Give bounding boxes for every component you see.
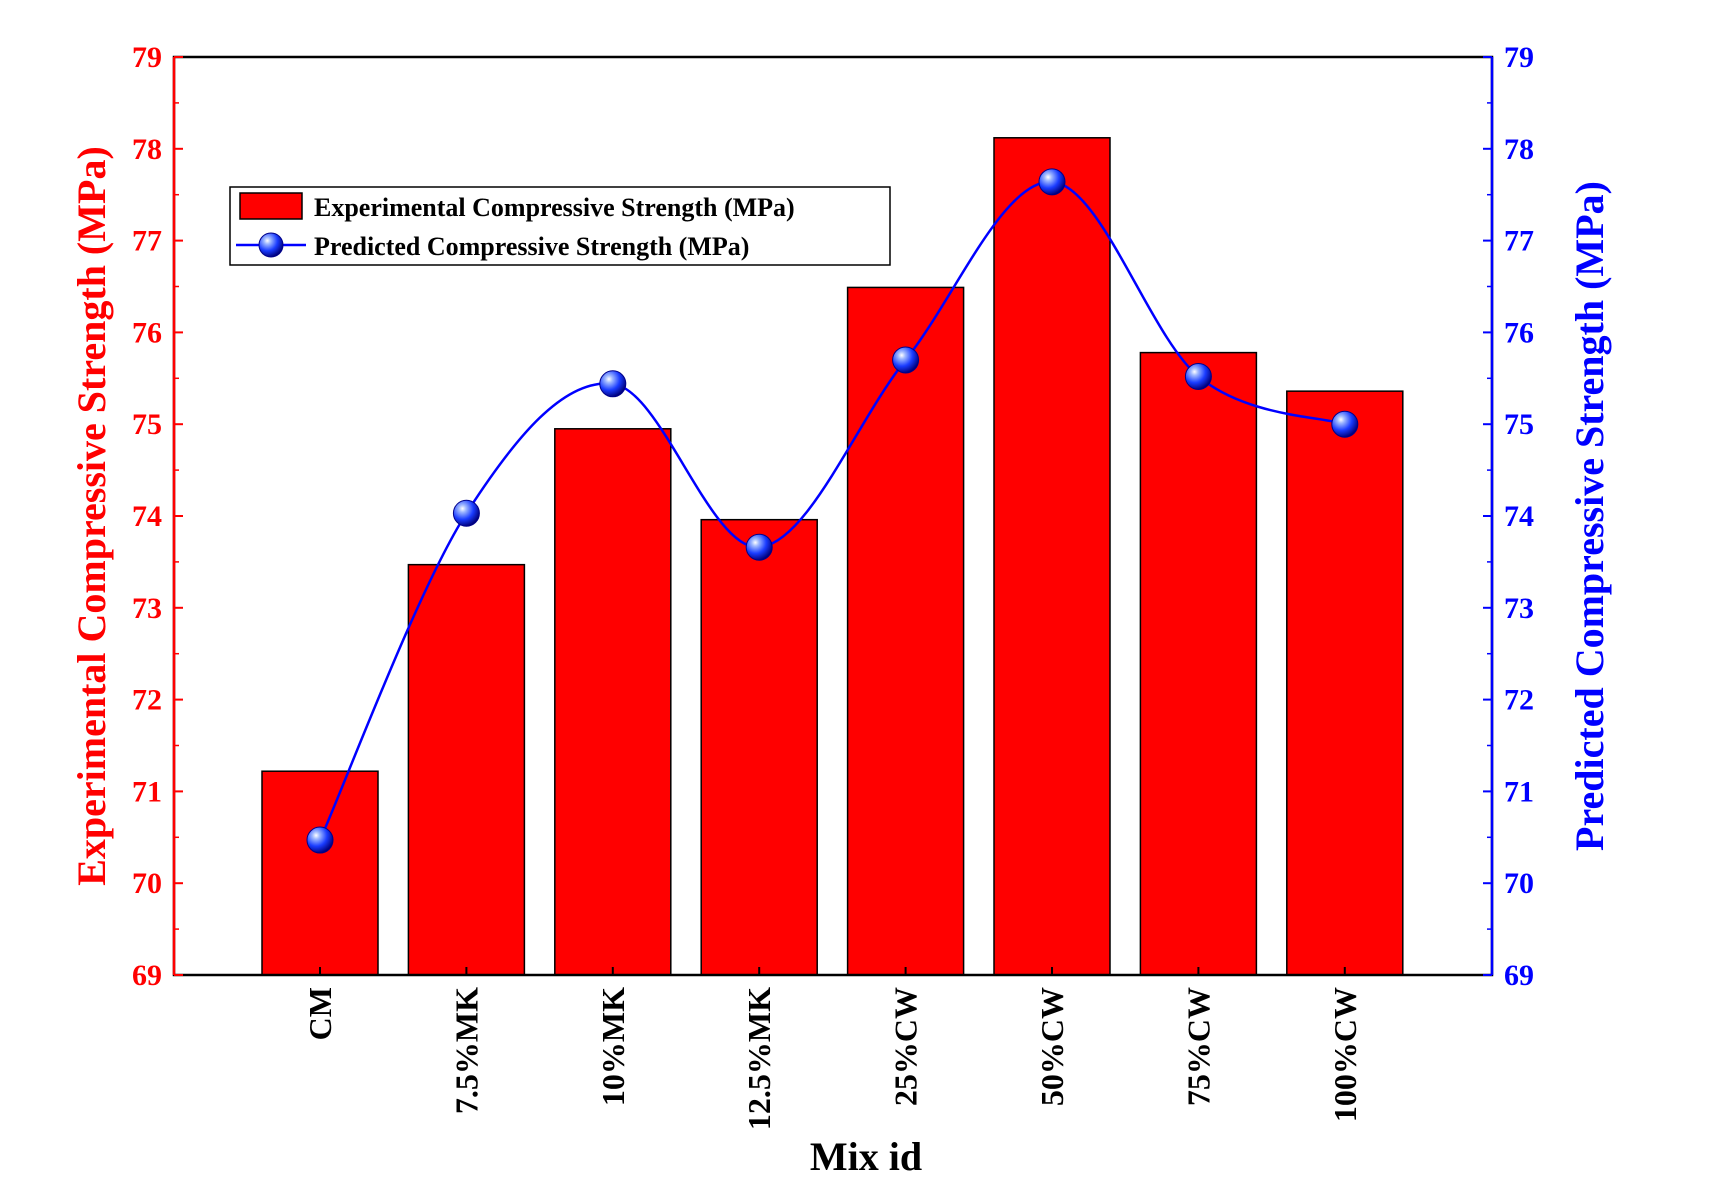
left-tick-label-6: 75 (132, 408, 162, 441)
left-tick-label-5: 74 (132, 500, 162, 533)
bar-1 (407, 563, 526, 976)
bar-5 (993, 137, 1111, 976)
left-tick-label-10: 79 (132, 41, 162, 74)
right-tick-label-8: 77 (1504, 225, 1534, 258)
left-tick-label-8: 77 (132, 225, 162, 258)
left-tick-label-2: 71 (132, 775, 162, 808)
x-tick-label-0: CM (302, 987, 338, 1040)
bar-3 (700, 518, 818, 976)
x-tick-label-3: 12.5%MK (741, 987, 777, 1130)
x-tick-label-5: 50%CW (1034, 987, 1070, 1106)
predicted-point-1 (452, 499, 480, 527)
bar-0 (261, 770, 379, 976)
predicted-point-0 (306, 826, 334, 854)
right-tick-label-4: 73 (1504, 592, 1534, 625)
right-tick-label-10: 79 (1504, 41, 1534, 74)
left-tick-label-9: 78 (132, 133, 162, 166)
bar-4 (846, 286, 965, 976)
bars-group (261, 137, 1404, 976)
bar-6 (1139, 351, 1258, 976)
legend-label-experimental: Experimental Compressive Strength (MPa) (314, 193, 795, 222)
bar-7 (1286, 390, 1404, 976)
x-tick-label-1: 7.5%MK (448, 987, 484, 1114)
left-tick-label-7: 76 (132, 316, 162, 349)
right-tick-label-1: 70 (1504, 867, 1534, 900)
predicted-point-7 (1331, 410, 1359, 438)
right-tick-label-7: 76 (1504, 316, 1534, 349)
x-axis: CM 7.5%MK 10%MK 12.5%MK 25%CW 50%CW 75%CW 100%C… (302, 967, 1363, 1130)
left-tick-label-1: 70 (132, 867, 162, 900)
right-tick-label-6: 75 (1504, 408, 1534, 441)
left-axis: 69 70 71 72 73 74 75 76 77 78 79 (132, 41, 183, 992)
right-axis: 69 70 71 72 73 74 75 76 77 78 79 (1483, 41, 1534, 992)
x-tick-label-6: 75%CW (1180, 987, 1216, 1106)
legend-label-predicted: Predicted Compressive Strength (MPa) (314, 232, 749, 261)
x-tick-label-2: 10%MK (595, 987, 631, 1106)
x-tick-label-4: 25%CW (888, 987, 924, 1106)
left-tick-label-0: 69 (132, 959, 162, 992)
left-tick-label-4: 73 (132, 592, 162, 625)
predicted-point-3 (745, 533, 773, 561)
legend-box (229, 186, 891, 266)
predicted-point-2 (599, 370, 627, 398)
bar-2 (554, 428, 672, 976)
right-tick-label-9: 78 (1504, 133, 1534, 166)
x-tick-label-7: 100%CW (1327, 987, 1363, 1122)
legend-marker-swatch (258, 232, 284, 258)
right-tick-label-3: 72 (1504, 684, 1534, 717)
right-tick-label-0: 69 (1504, 959, 1534, 992)
legend: Experimental Compressive Strength (MPa) … (229, 186, 891, 266)
line-group (306, 168, 1359, 854)
predicted-point-5 (1038, 168, 1066, 196)
predicted-point-6 (1184, 362, 1212, 390)
legend-bar-swatch (239, 192, 303, 220)
right-tick-label-5: 74 (1504, 500, 1534, 533)
right-axis-title: Predicted Compressive Strength (MPa) (1567, 181, 1612, 851)
predicted-point-4 (892, 346, 920, 374)
x-axis-title: Mix id (810, 1134, 922, 1179)
left-axis-title: Experimental Compressive Strength (MPa) (69, 146, 114, 886)
right-tick-label-2: 71 (1504, 775, 1534, 808)
left-tick-label-3: 72 (132, 684, 162, 717)
